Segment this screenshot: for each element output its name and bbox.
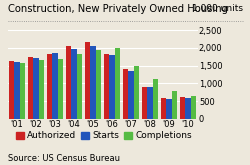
Bar xyxy=(110,55,114,119)
Bar xyxy=(66,46,71,119)
Bar xyxy=(34,58,38,119)
Bar xyxy=(20,63,25,119)
Bar xyxy=(142,87,148,119)
Bar xyxy=(76,53,82,119)
Bar xyxy=(14,62,20,119)
Bar xyxy=(28,57,34,119)
Bar xyxy=(172,91,177,119)
Bar xyxy=(85,42,90,119)
Bar xyxy=(72,50,76,119)
Bar xyxy=(90,46,96,119)
Text: Construction, New Privately Owned Housing: Construction, New Privately Owned Housin… xyxy=(8,4,228,14)
Text: 1,000 units: 1,000 units xyxy=(192,4,242,13)
Bar xyxy=(152,79,158,119)
Bar xyxy=(186,98,190,119)
Bar xyxy=(96,50,101,119)
Bar xyxy=(180,97,186,119)
Bar xyxy=(190,96,196,119)
Bar xyxy=(128,71,134,119)
Bar xyxy=(52,53,58,119)
Bar xyxy=(38,60,44,119)
Bar xyxy=(166,99,172,119)
Bar xyxy=(123,69,128,119)
Legend: Authorized, Starts, Completions: Authorized, Starts, Completions xyxy=(12,128,195,144)
Bar xyxy=(58,59,63,119)
Bar xyxy=(114,48,120,119)
Bar xyxy=(148,87,152,119)
Bar xyxy=(161,98,166,119)
Bar xyxy=(104,54,110,119)
Bar xyxy=(134,66,139,119)
Text: Source: US Census Bureau: Source: US Census Bureau xyxy=(8,154,119,163)
Bar xyxy=(9,61,14,119)
Bar xyxy=(47,54,52,119)
